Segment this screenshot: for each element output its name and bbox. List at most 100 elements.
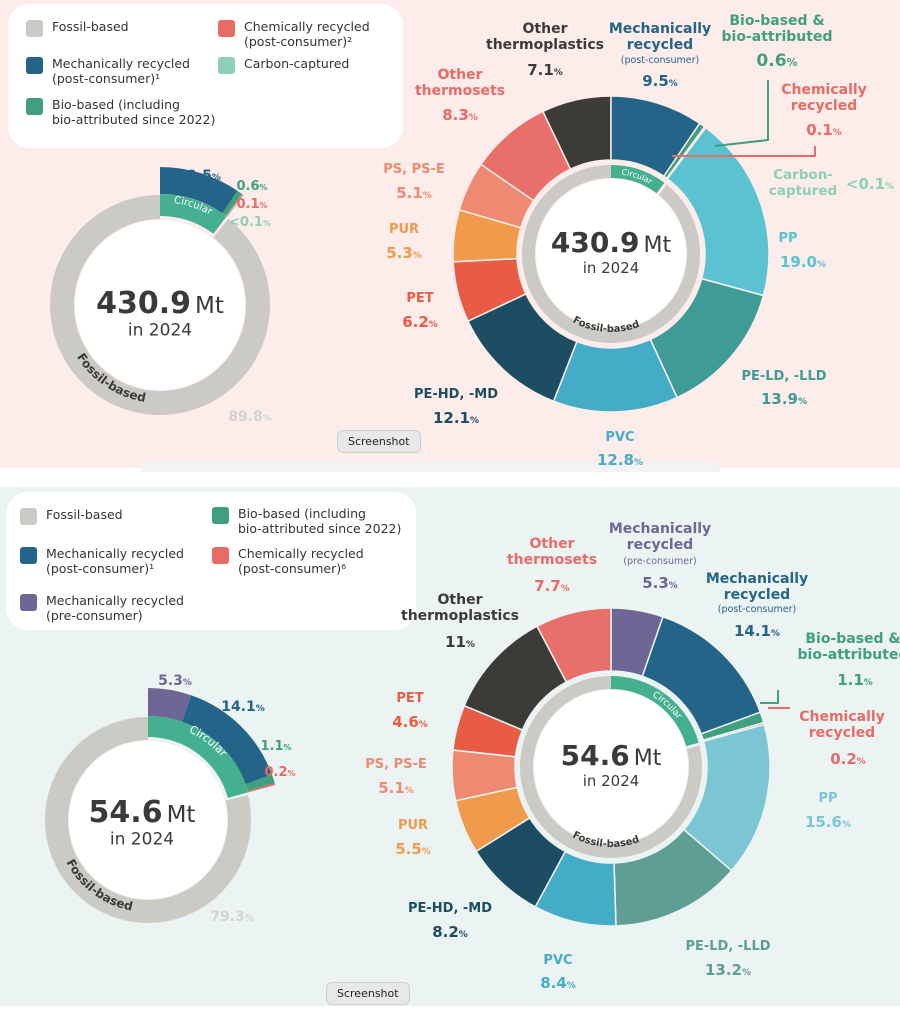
top-label-other-thermoplastics: Other thermoplastics xyxy=(486,21,604,53)
top-value-chem-percent: % xyxy=(833,128,842,138)
bottom-value-mech-pre: 5.3% xyxy=(642,574,678,592)
bottom-small-outer-slice-0 xyxy=(148,688,192,722)
top-value-pur-percent: % xyxy=(413,251,422,261)
top-value-chem-number: 0.1 xyxy=(806,121,833,139)
bottom-label-mech-pre: Mechanically recycled xyxy=(609,521,711,553)
legend-swatch-mechanically-recycled-pre xyxy=(20,594,37,611)
top-label-chem-line: Chemically xyxy=(781,82,867,98)
top-big-circular-band xyxy=(611,165,665,194)
bottom-label-bio-line: bio-attributed xyxy=(798,647,900,663)
bottom-small-center-year: in 2024 xyxy=(110,830,174,850)
top-value-other-thermoplastics-number: 7.1 xyxy=(527,61,554,79)
ghost-bar xyxy=(140,462,720,472)
bottom-label-other-thermosets-line: thermosets xyxy=(507,552,597,568)
top-big-center-number: 430.9 xyxy=(551,226,640,259)
bottom-small-value-fossil-percent: % xyxy=(245,914,254,924)
bottom-value-chem: 0.2% xyxy=(830,750,866,768)
bottom-value-pvc-percent: % xyxy=(567,981,576,991)
top-label-pvc: PVC xyxy=(605,430,634,445)
top-big-outer-slice-12 xyxy=(479,110,572,202)
top-small-value-mech: 9.5% xyxy=(187,168,221,184)
bottom-value-pe-ld: 13.2% xyxy=(705,961,751,979)
bottom-small-value-chem-percent: % xyxy=(288,769,296,778)
top-value-pur-number: 5.3 xyxy=(386,244,413,262)
top-value-ps-number: 5.1 xyxy=(396,184,423,202)
top-big-center-unit: Mt xyxy=(643,233,671,258)
top-label-carbon: Carbon-captured xyxy=(769,167,837,199)
top-small-value-bio-percent: % xyxy=(260,183,268,192)
bottom-value-pvc: 8.4% xyxy=(540,974,576,992)
top-label-pp-line: PP xyxy=(778,231,797,246)
top-value-pp-number: 19.0 xyxy=(780,253,817,271)
bottom-label-mech-pre-line: Mechanically xyxy=(609,521,711,537)
legend-label: Bio-based (including bio-attributed sinc… xyxy=(238,506,402,536)
bottom-label-pet: PET xyxy=(396,691,423,706)
bottom-label-pe-hd-line: PE-HD, -MD xyxy=(408,901,492,916)
legend-label: Fossil-based xyxy=(52,19,129,34)
bottom-label-ps-line: PS, PS-E xyxy=(365,757,427,772)
top-value-pvc-number: 12.8 xyxy=(597,451,634,469)
top-value-carbon: <0.1% xyxy=(846,175,894,193)
legend-item-fossil: Fossil-based xyxy=(20,507,123,525)
top-value-pe-ld-percent: % xyxy=(798,397,807,407)
legend-swatch-mechanically-recycled-post xyxy=(20,547,37,564)
bottom-label-mech-post-sub-line: (post-consumer) xyxy=(718,604,796,615)
top-legend: Fossil-based Chemically recycled (post-c… xyxy=(8,4,403,148)
bottom-value-other-thermosets-percent: % xyxy=(561,584,570,594)
top-label-mech-sub-line: (post-consumer) xyxy=(621,55,699,66)
bottom-label-bio-line: Bio-based & xyxy=(805,631,900,647)
top-label-chem-line: recycled xyxy=(791,98,857,114)
bottom-label-mech-post-line: recycled xyxy=(724,587,790,603)
bottom-value-pp-percent: % xyxy=(842,820,851,830)
top-value-pe-ld: 13.9% xyxy=(761,390,807,408)
bottom-value-pe-ld-percent: % xyxy=(742,968,751,978)
top-label-other-thermosets: Other thermosets xyxy=(415,67,505,99)
bottom-label-other-thermosets: Other thermosets xyxy=(507,536,597,568)
bottom-label-pvc: PVC xyxy=(543,953,572,968)
bottom-small-center-number: 54.6 xyxy=(89,795,163,830)
bottom-label-chem: Chemically recycled xyxy=(799,709,885,741)
top-big-center xyxy=(536,179,686,329)
legend-label: Fossil-based xyxy=(46,507,123,522)
bottom-big-circular-band xyxy=(611,676,699,747)
bottom-value-pe-hd-percent: % xyxy=(459,930,468,940)
bottom-big-outer-slice-12 xyxy=(536,607,612,684)
panel-divider xyxy=(0,468,900,487)
bottom-label-pur: PUR xyxy=(398,818,428,833)
bottom-value-bio: 1.1% xyxy=(837,671,873,689)
bottom-label-pur-line: PUR xyxy=(398,818,428,833)
bottom-label-other-thermoplastics-line: thermoplastics xyxy=(401,608,519,624)
top-small-center-unit: Mt xyxy=(195,293,224,319)
screenshot-label[interactable]: Screenshot xyxy=(337,430,421,453)
top-value-chem: 0.1% xyxy=(806,121,842,139)
screenshot-label[interactable]: Screenshot xyxy=(326,982,410,1005)
top-small-circular-band xyxy=(160,194,227,234)
top-label-mech-line: Mechanically xyxy=(609,21,711,37)
top-big-center-year: in 2024 xyxy=(583,259,640,277)
bottom-small-value-mech-pre-number: 5.3 xyxy=(158,673,183,689)
top-value-pe-hd-percent: % xyxy=(470,416,479,426)
top-label-mech: Mechanically recycled xyxy=(609,21,711,53)
top-small-center-number: 430.9 xyxy=(96,286,191,321)
bottom-label-mech-post: Mechanically recycled xyxy=(706,571,808,603)
bottom-value-pvc-number: 8.4 xyxy=(540,974,567,992)
bottom-small-value-bio-percent: % xyxy=(284,743,292,752)
bottom-label-chem-line: recycled xyxy=(809,725,875,741)
legend-label: Chemically recycled (post-consumer)⁶ xyxy=(238,546,364,576)
top-label-pe-hd: PE-HD, -MD xyxy=(414,387,498,402)
top-label-ps: PS, PS-E xyxy=(383,162,445,177)
legend-item-chemically-recycled: Chemically recycled (post-consumer)² xyxy=(218,19,370,49)
bottom-value-ps-number: 5.1 xyxy=(378,779,405,797)
top-value-other-thermosets-number: 8.3 xyxy=(442,106,469,124)
top-value-pe-ld-number: 13.9 xyxy=(761,390,798,408)
top-label-other-thermosets-line: thermosets xyxy=(415,83,505,99)
top-small-value-chem-number: 0.1 xyxy=(236,197,259,212)
bottom-value-bio-number: 1.1 xyxy=(837,671,864,689)
bottom-small-value-mech-post-number: 14.1 xyxy=(221,699,256,715)
bottom-value-mech-pre-number: 5.3 xyxy=(642,574,669,592)
bottom-value-pet: 4.6% xyxy=(392,713,428,731)
top-label-bio-line: Bio-based & xyxy=(729,13,824,29)
bottom-value-pe-ld-number: 13.2 xyxy=(705,961,742,979)
top-value-pp: 19.0% xyxy=(780,253,826,271)
top-big-center-value: 430.9 Mt xyxy=(551,226,672,259)
